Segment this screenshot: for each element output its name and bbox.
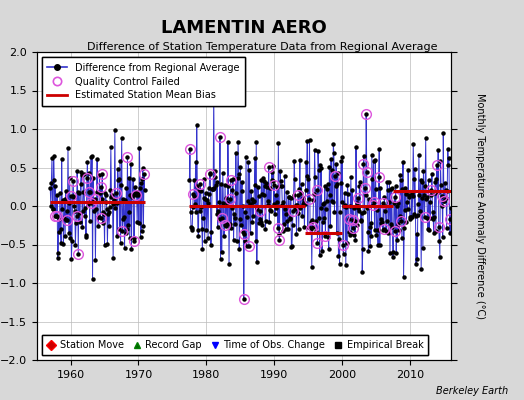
Text: Difference of Station Temperature Data from Regional Average: Difference of Station Temperature Data f…: [87, 42, 437, 52]
Legend: Station Move, Record Gap, Time of Obs. Change, Empirical Break: Station Move, Record Gap, Time of Obs. C…: [41, 336, 428, 355]
Y-axis label: Monthly Temperature Anomaly Difference (°C): Monthly Temperature Anomaly Difference (…: [475, 93, 485, 319]
Title: LAMENTIN AERO: LAMENTIN AERO: [161, 18, 326, 36]
Text: Berkeley Earth: Berkeley Earth: [436, 386, 508, 396]
